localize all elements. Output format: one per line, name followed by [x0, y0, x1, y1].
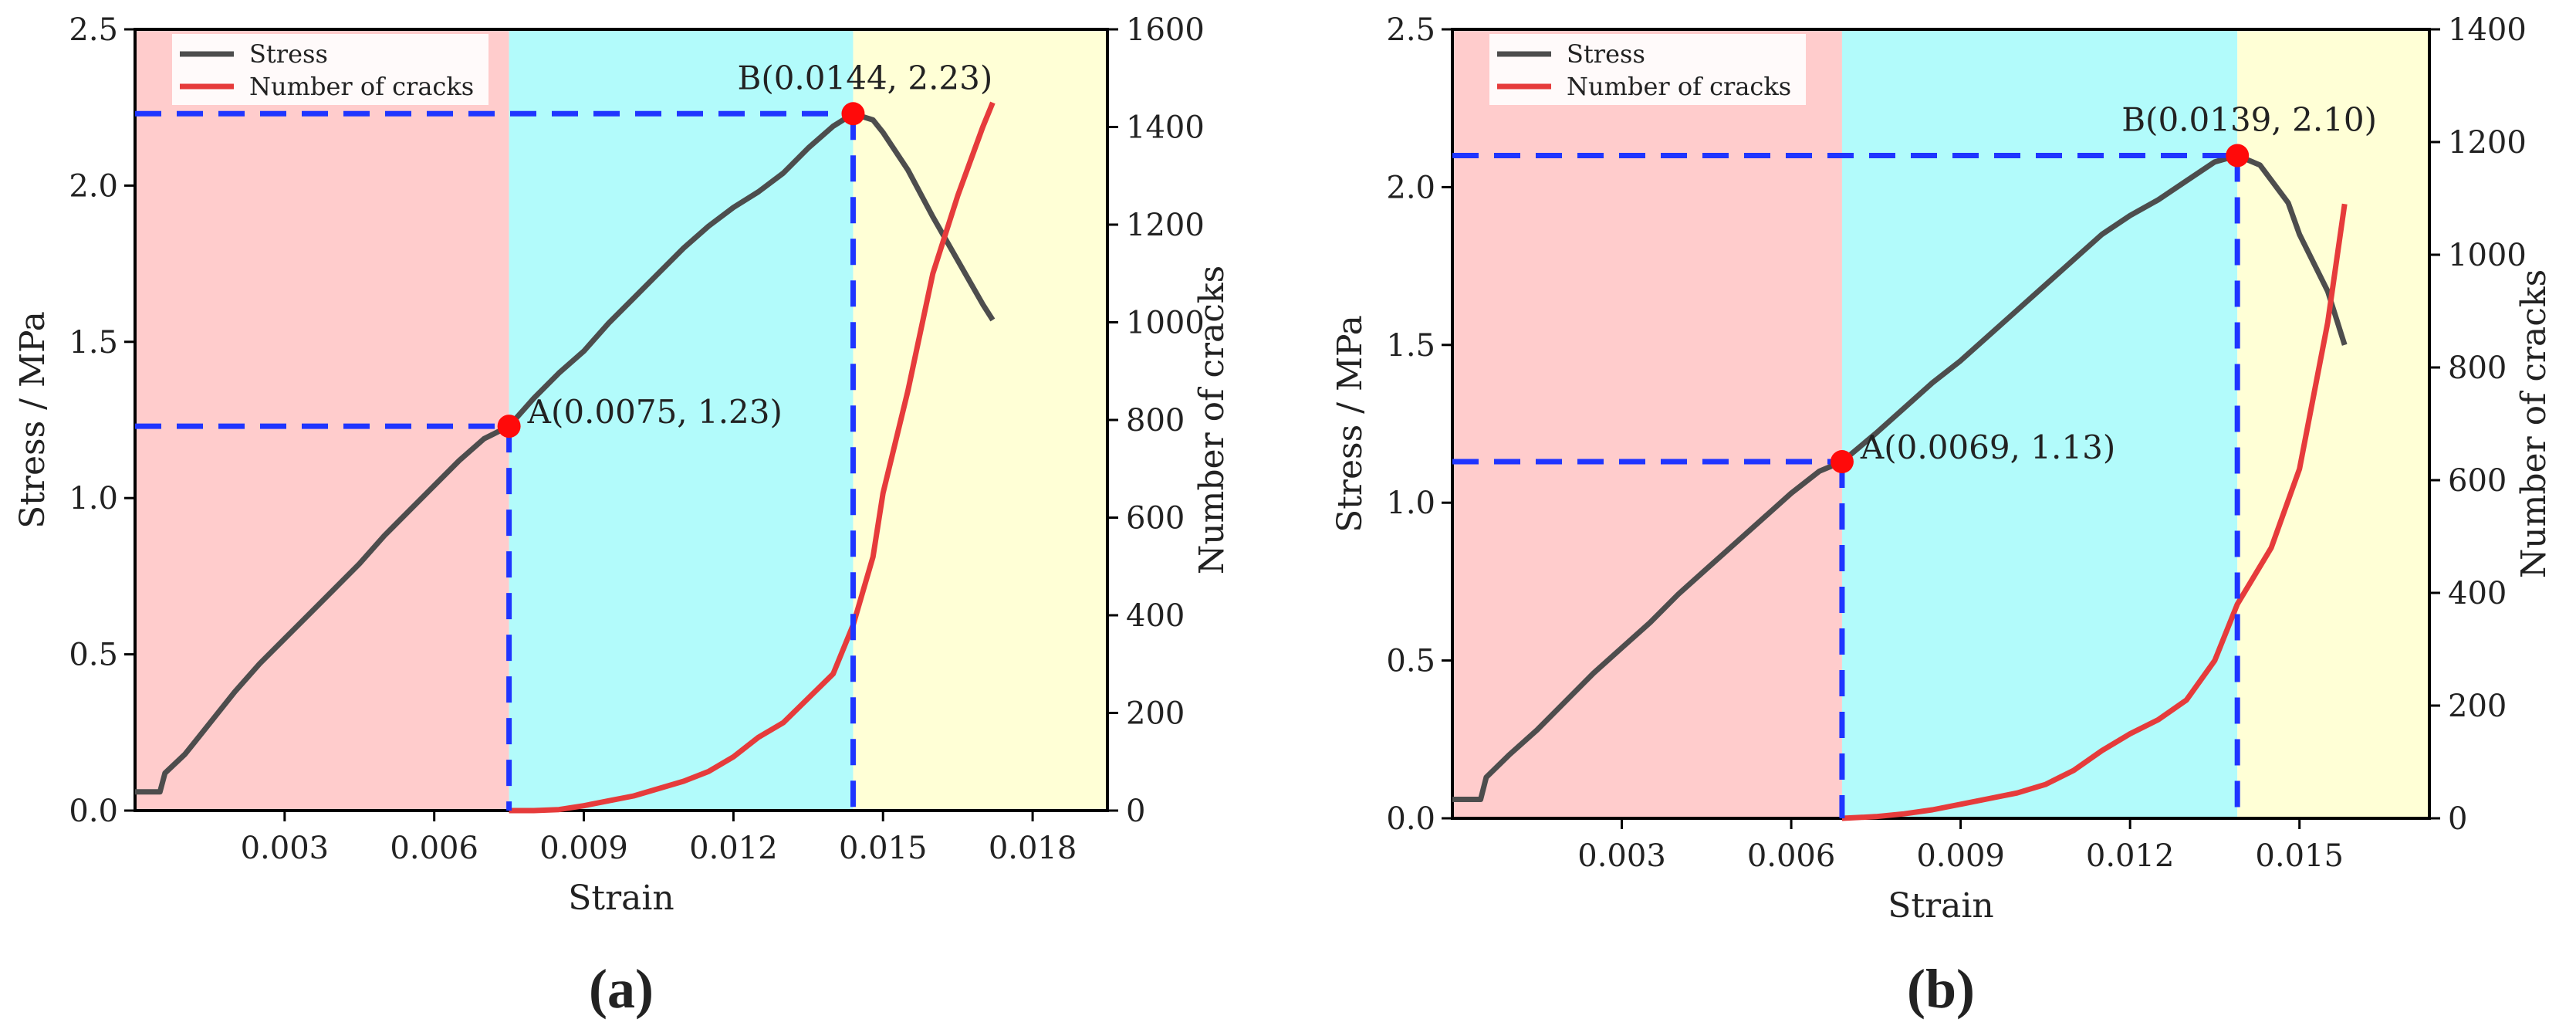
y-tick-label: 1.5 — [69, 325, 118, 361]
y-tick-label: 2.5 — [69, 12, 118, 48]
y2-tick-label: 600 — [1126, 501, 1185, 537]
y2-axis-title: Number of cracks — [2514, 269, 2554, 578]
legend-label: Stress — [1567, 39, 1645, 69]
y2-tick-label: 0 — [2448, 801, 2467, 837]
y-axis-title: Stress / MPa — [1330, 315, 1370, 533]
point-label-a: A(0.0075, 1.23) — [527, 393, 783, 431]
point-marker-b — [841, 102, 865, 126]
x-tick-label: 0.003 — [241, 831, 330, 866]
y2-tick-label: 1600 — [1126, 12, 1205, 48]
zone-3 — [853, 29, 1107, 811]
y-tick-label: 0.0 — [1386, 801, 1435, 837]
y-tick-label: 1.0 — [69, 481, 118, 516]
y2-tick-label: 1200 — [1126, 208, 1205, 243]
x-axis-title: Strain — [568, 879, 674, 918]
panel-label: (b) — [1907, 958, 1975, 1020]
x-tick-label: 0.006 — [390, 831, 478, 866]
zone-1 — [135, 29, 509, 811]
chart-panel-a: 0.003 0.006 0.009 0.012 0.015 0.018 0.0 0.5 1.0 1… — [13, 12, 1232, 1020]
y2-tick-label: 200 — [1126, 696, 1185, 732]
y-tick-label: 0.5 — [69, 638, 118, 673]
y-tick-label: 2.0 — [1386, 170, 1435, 205]
x-tick-label: 0.012 — [689, 831, 778, 866]
y2-axis-title: Number of cracks — [1192, 266, 1232, 574]
y2-tick-label: 1200 — [2448, 125, 2527, 161]
point-marker-b — [2226, 144, 2250, 168]
y-tick-label: 2.0 — [69, 168, 118, 204]
zone-1 — [1452, 29, 1842, 818]
point-label-b: B(0.0144, 2.23) — [737, 59, 992, 96]
chart-panel-b: 0.003 0.006 0.009 0.012 0.015 0.0 0.5 1.0 1.5 2.0… — [1330, 12, 2554, 1020]
zone-3 — [2237, 29, 2429, 818]
x-tick-label: 0.012 — [2086, 838, 2175, 874]
y-tick-label: 0.0 — [69, 794, 118, 829]
y-tick-label: 1.5 — [1386, 328, 1435, 364]
y2-tick-label: 1000 — [1126, 306, 1205, 341]
y2-tick-label: 1400 — [2448, 12, 2527, 48]
y2-tick-label: 400 — [2448, 576, 2507, 611]
point-label-b: B(0.0139, 2.10) — [2121, 101, 2377, 139]
stress-line — [135, 110, 996, 795]
legend-box — [172, 34, 488, 105]
legend-label: Stress — [249, 39, 328, 69]
point-label-a: A(0.0069, 1.13) — [1860, 428, 2115, 466]
x-axis-title: Strain — [1888, 886, 1994, 926]
x-tick-label: 0.003 — [1577, 838, 1666, 874]
x-tick-label: 0.009 — [539, 831, 628, 866]
y-tick-label: 2.5 — [1386, 12, 1435, 48]
legend-label: Number of cracks — [249, 72, 474, 101]
y2-tick-label: 1400 — [1126, 110, 1205, 146]
y2-tick-label: 800 — [1126, 403, 1185, 438]
plot-frame — [1451, 28, 2431, 820]
x-tick-label: 0.015 — [839, 831, 928, 866]
x-tick-label: 0.006 — [1747, 838, 1836, 874]
y2-tick-label: 200 — [2448, 689, 2507, 724]
x-tick-label: 0.015 — [2255, 838, 2344, 874]
stress-line — [1452, 153, 2348, 802]
cracks-line — [1841, 203, 2348, 821]
legend-label: Number of cracks — [1567, 72, 1791, 101]
y2-tick-label: 1000 — [2448, 238, 2527, 273]
panel-label: (a) — [589, 958, 654, 1020]
point-marker-a — [1830, 450, 1854, 474]
legend: Stress Number of cracks — [172, 34, 488, 105]
y-tick-label: 0.5 — [1386, 644, 1435, 679]
y2-tick-label: 400 — [1126, 598, 1185, 634]
y2-tick-label: 800 — [2448, 350, 2507, 386]
y-axis-title: Stress / MPa — [13, 311, 52, 529]
zone-2 — [1841, 29, 2238, 818]
y-tick-label: 1.0 — [1386, 486, 1435, 521]
x-tick-label: 0.009 — [1916, 838, 2005, 874]
y2-tick-label: 600 — [2448, 463, 2507, 499]
point-marker-a — [497, 415, 521, 438]
y2-tick-label: 0 — [1126, 794, 1145, 829]
x-tick-label: 0.018 — [989, 831, 1077, 866]
cracks-line — [509, 101, 996, 814]
legend-box — [1489, 34, 1806, 105]
legend: Stress Number of cracks — [1489, 34, 1806, 105]
